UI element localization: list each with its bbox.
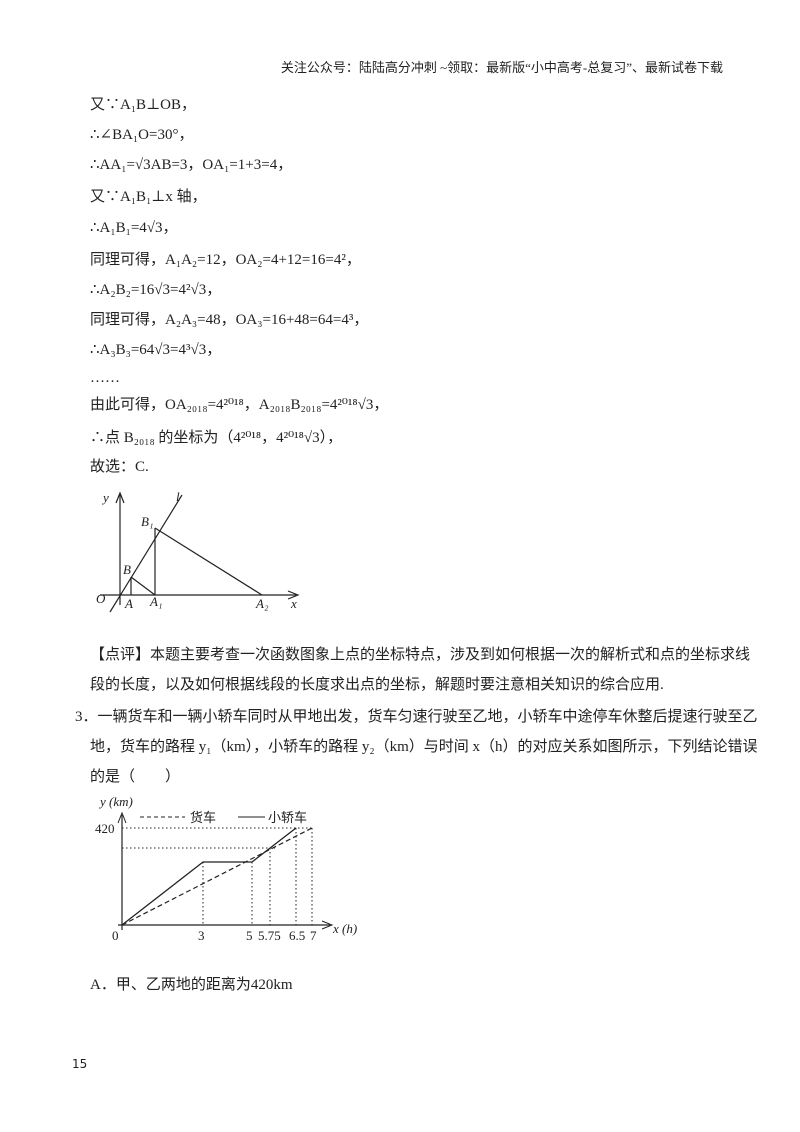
question-line: 3．一辆货车和一辆小轿车同时从甲地出发，货车匀速行驶至乙地，小轿车中途停车休整后… [75,709,758,725]
figure-label: x [290,596,297,611]
solution-line: ∴AA₁=√3AB=3，OA₁=1+3=4， [90,157,293,173]
origin-label: 0 [112,928,119,943]
y-axis-label: y (km) [98,794,133,809]
option: A．甲、乙两地的距离为420km [90,977,293,993]
solution-line: 又∵A₁B₁⊥x 轴， [90,189,207,205]
legend-entry: 货车 [190,810,216,825]
figure-label: B [123,562,131,577]
solution-line: ∴A₁B₁=4√3， [90,220,178,236]
figure-label: A₁ [149,594,162,609]
solution-line: ∴点 B₂₀₁₈ 的坐标为（4²⁰¹⁸，4²⁰¹⁸√3）， [90,430,343,446]
solution-line: ∴A₂B₂=16√3=4²√3， [90,282,222,298]
solution-line: 故选：C. [90,459,149,475]
figure-label: B₁ [141,514,153,529]
x-tick-label: 6.5 [289,928,305,943]
solution-line: 同理可得，A₂A₃=48，OA₃=16+48=64=4³， [90,312,369,328]
figure-1 [100,491,300,613]
figure-label: y [101,490,109,505]
solution-line: 由此可得，OA₂₀₁₈=4²⁰¹⁸，A₂₀₁₈B₂₀₁₈=4²⁰¹⁸√3， [90,397,389,413]
solution-line: ∴A₃B₃=64√3=4³√3， [90,342,222,358]
y-tick-label: 420 [95,821,115,836]
page-number: 15 [72,1057,88,1071]
x-tick-label: 5 [246,928,253,943]
figure-label: l [176,489,180,504]
x-tick-label: 3 [198,928,205,943]
figure-label: A₂ [255,596,269,611]
comment-line: 【点评】本题主要考查一次函数图象上点的坐标特点，涉及到如何根据一次的解析式和点的… [90,647,751,663]
x-tick-label: 5.75 [258,928,281,943]
legend-entry: 小轿车 [268,810,307,825]
solution-line: 又∵A₁B⊥OB， [90,97,197,113]
solution-line: …… [90,370,120,386]
figure-label: A [124,596,133,611]
question-line: 的是（ ） [90,769,181,785]
solution-line: ∴∠BA₁O=30°， [90,127,194,143]
figure-label: O [96,591,106,606]
x-tick-label: 7 [310,928,317,943]
x-axis-label: x (h) [332,921,357,936]
question-line: 地，货车的路程 y₁（km），小轿车的路程 y₂（km）与时间 x（h）的对应关… [90,739,758,755]
comment-line: 段的长度，以及如何根据线段的长度求出点的坐标，解题时要注意相关知识的综合应用. [90,677,664,693]
header: 关注公众号：陆陆高分冲刺 ~领取：最新版“小中高考-总复习”、最新试卷下载 [280,60,723,75]
figure-2 [117,811,334,930]
solution-line: 同理可得，A₁A₂=12，OA₂=4+12=16=4²， [90,252,361,268]
